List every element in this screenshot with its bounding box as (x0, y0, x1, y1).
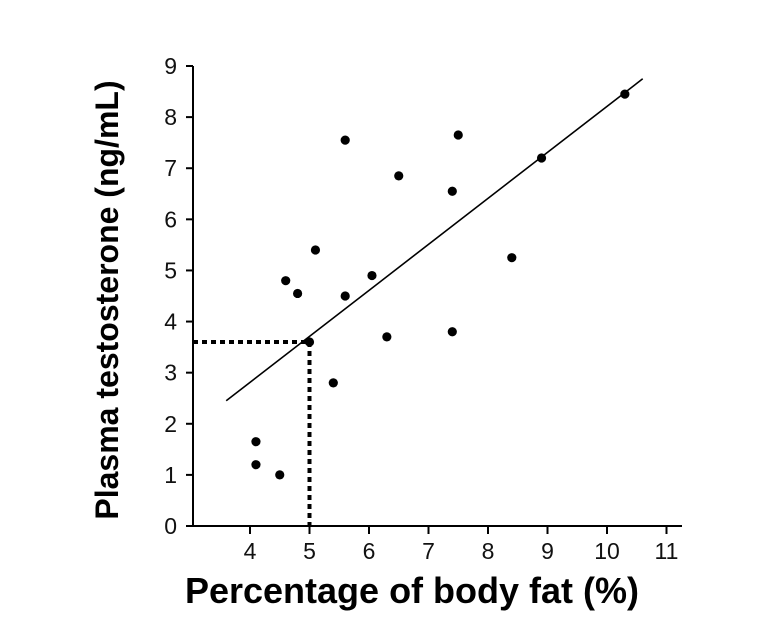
data-point (394, 171, 404, 181)
data-point (340, 291, 350, 301)
y-tick-label: 2 (164, 411, 177, 437)
data-point (536, 153, 547, 163)
plot-area: 0 1 2 3 4 5 6 7 8 9 4 5 6 7 8 9 10 11 (164, 53, 682, 564)
y-tick-label: 4 (164, 309, 177, 335)
data-point (310, 245, 321, 255)
data-point (367, 270, 377, 281)
y-ticks: 0 1 2 3 4 5 6 7 8 9 (164, 53, 193, 539)
trend-line (225, 78, 644, 402)
data-point (620, 89, 630, 99)
x-tick-label: 4 (244, 538, 257, 564)
x-tick-label: 6 (363, 538, 376, 564)
data-point (447, 186, 457, 196)
x-tick-label: 9 (541, 538, 554, 564)
data-point (251, 460, 261, 470)
x-ticks: 4 5 6 7 8 9 10 11 (244, 526, 679, 564)
data-point (453, 130, 463, 140)
data-point (328, 378, 338, 388)
x-tick-label: 7 (422, 538, 435, 564)
data-point (304, 337, 315, 347)
x-axis-label: Percentage of body fat (%) (185, 570, 639, 611)
x-tick-label: 5 (303, 538, 316, 564)
y-tick-label: 8 (164, 104, 177, 130)
y-tick-label: 5 (164, 257, 177, 283)
x-tick-label: 11 (655, 538, 679, 564)
data-point (340, 135, 350, 145)
y-tick-label: 0 (164, 513, 177, 539)
trend-line-group (225, 78, 644, 402)
y-tick-label: 7 (164, 155, 177, 181)
y-tick-label: 9 (164, 53, 177, 79)
y-tick-label: 3 (164, 360, 177, 386)
highlight-guides (193, 340, 312, 526)
y-tick-label: 1 (164, 462, 177, 488)
y-axis-label: Plasma testosterone (ng/mL) (89, 80, 125, 519)
data-point (507, 253, 517, 263)
data-point (251, 437, 261, 447)
data-points (251, 89, 630, 480)
data-point (293, 288, 303, 299)
x-tick-label: 8 (482, 538, 495, 564)
data-point (447, 327, 457, 337)
data-point (281, 276, 291, 286)
x-tick-label: 10 (594, 538, 620, 564)
y-tick-label: 6 (164, 206, 177, 232)
data-point (275, 470, 285, 480)
data-point (382, 332, 392, 342)
